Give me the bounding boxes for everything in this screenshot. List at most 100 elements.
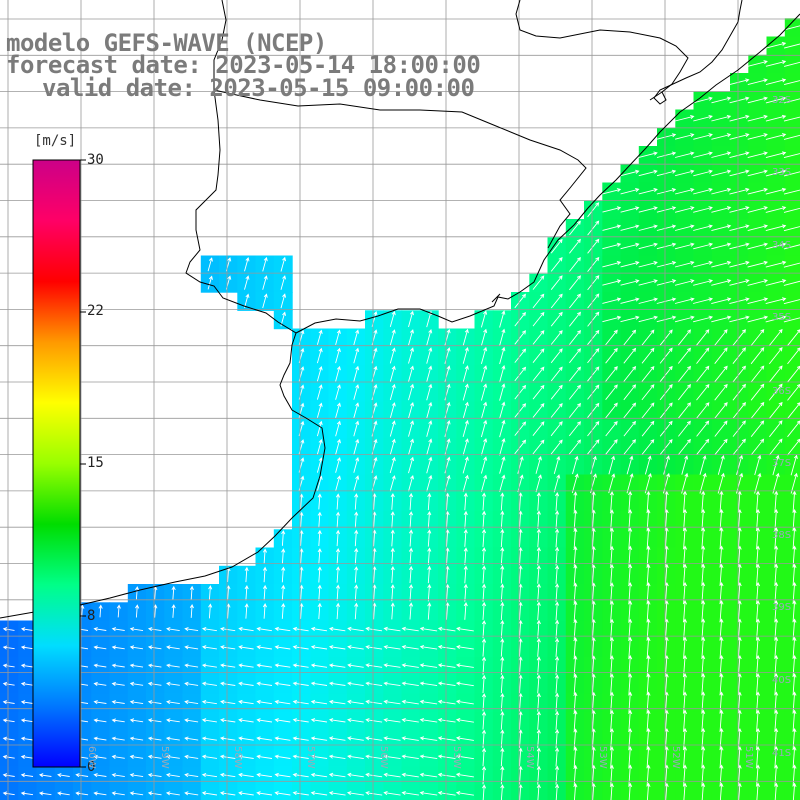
wind-arrow bbox=[481, 492, 487, 511]
wind-arrow bbox=[646, 673, 651, 695]
wind-arrow bbox=[536, 674, 541, 694]
wind-arrow bbox=[408, 511, 414, 529]
wind-arrow bbox=[536, 583, 541, 603]
wind-arrow bbox=[335, 384, 341, 400]
wind-arrow bbox=[628, 782, 633, 800]
wind-arrow bbox=[747, 260, 769, 268]
wind-arrow bbox=[628, 746, 633, 768]
wind-arrow bbox=[591, 527, 596, 549]
wind-arrow bbox=[292, 626, 309, 632]
wind-arrow bbox=[591, 709, 596, 731]
wind-arrow bbox=[719, 654, 724, 677]
wind-arrow bbox=[571, 473, 579, 494]
wind-arrow bbox=[93, 681, 107, 686]
wind-arrow bbox=[514, 366, 527, 382]
wind-arrow bbox=[550, 257, 563, 272]
wind-cell bbox=[602, 383, 622, 403]
wind-arrow bbox=[535, 455, 542, 474]
wind-arrow bbox=[623, 420, 636, 437]
wind-arrow bbox=[328, 791, 346, 796]
wind-arrow bbox=[699, 472, 707, 494]
lon-label-57w: 57W bbox=[305, 746, 316, 769]
wind-cell bbox=[565, 310, 585, 330]
wind-arrow bbox=[568, 384, 581, 400]
wind-arrow bbox=[455, 699, 474, 705]
wind-arrow bbox=[765, 315, 787, 323]
wind-arrow bbox=[729, 297, 750, 305]
wind-cell bbox=[383, 784, 403, 800]
wind-arrow bbox=[701, 764, 706, 786]
wind-arrow bbox=[401, 626, 419, 632]
wind-cell bbox=[310, 784, 330, 800]
wind-arrow bbox=[750, 365, 765, 383]
wind-arrow bbox=[316, 457, 323, 473]
wind-cell bbox=[584, 419, 603, 439]
wind-arrow bbox=[353, 329, 360, 346]
lat-label-33s: 33S bbox=[772, 167, 792, 178]
wind-arrow bbox=[426, 420, 433, 437]
wind-arrow bbox=[147, 791, 162, 796]
wind-cell bbox=[602, 419, 622, 439]
wind-arrow bbox=[532, 330, 545, 345]
wind-arrow bbox=[717, 454, 725, 475]
wind-arrow bbox=[262, 293, 268, 309]
wind-arrow bbox=[165, 791, 180, 796]
wind-cell bbox=[511, 346, 530, 366]
wind-arrow bbox=[274, 772, 291, 778]
wind-arrow bbox=[166, 645, 180, 650]
wind-cell bbox=[346, 419, 366, 439]
wind-arrow bbox=[587, 402, 600, 418]
wind-arrow bbox=[573, 746, 578, 768]
wind-arrow bbox=[623, 347, 637, 364]
wind-arrow bbox=[353, 402, 360, 419]
wind-arrow bbox=[201, 699, 217, 705]
wind-cell bbox=[730, 310, 749, 330]
wind-cell bbox=[492, 310, 512, 330]
wind-arrow bbox=[732, 420, 746, 437]
wind-arrow bbox=[656, 187, 677, 195]
wind-arrow bbox=[602, 315, 622, 323]
wind-arrow bbox=[591, 491, 596, 512]
wind-arrow bbox=[445, 529, 450, 547]
wind-arrow bbox=[244, 293, 250, 309]
wind-arrow bbox=[354, 493, 359, 510]
wind-arrow bbox=[701, 782, 706, 800]
wind-arrow bbox=[747, 133, 768, 140]
wind-arrow bbox=[628, 636, 633, 659]
wind-arrow bbox=[729, 114, 750, 122]
wind-arrow bbox=[111, 754, 125, 759]
wind-arrow bbox=[256, 791, 273, 796]
wind-cell bbox=[18, 784, 38, 800]
wind-arrow bbox=[389, 402, 396, 419]
wind-arrow bbox=[532, 421, 545, 436]
wind-arrow bbox=[328, 736, 346, 741]
wind-arrow bbox=[389, 420, 396, 437]
wind-arrow bbox=[765, 206, 787, 213]
lat-label-37s: 37S bbox=[772, 458, 792, 469]
wind-arrow bbox=[20, 681, 33, 687]
wind-arrow bbox=[408, 529, 414, 547]
wind-arrow bbox=[664, 691, 669, 713]
wind-cell bbox=[675, 365, 695, 384]
wind-arrow bbox=[480, 438, 488, 456]
wind-arrow bbox=[587, 329, 600, 345]
wind-arrow bbox=[732, 347, 746, 364]
wind-arrow bbox=[463, 601, 468, 620]
wind-arrow bbox=[372, 493, 377, 510]
wind-arrow bbox=[605, 384, 618, 400]
wind-cell bbox=[584, 200, 603, 220]
wind-arrow bbox=[674, 279, 695, 286]
wind-cell bbox=[657, 310, 676, 330]
wind-arrow bbox=[737, 746, 742, 768]
wind-arrow bbox=[401, 644, 419, 650]
wind-arrow bbox=[646, 727, 651, 750]
wind-arrow bbox=[656, 133, 677, 140]
wind-cell bbox=[565, 365, 585, 384]
wind-cell bbox=[657, 419, 676, 439]
wind-cell bbox=[419, 784, 439, 800]
wind-arrow bbox=[711, 242, 732, 250]
wind-arrow bbox=[310, 699, 328, 705]
wind-arrow bbox=[201, 736, 217, 741]
wind-arrow bbox=[184, 772, 199, 778]
wind-arrow bbox=[274, 699, 291, 705]
